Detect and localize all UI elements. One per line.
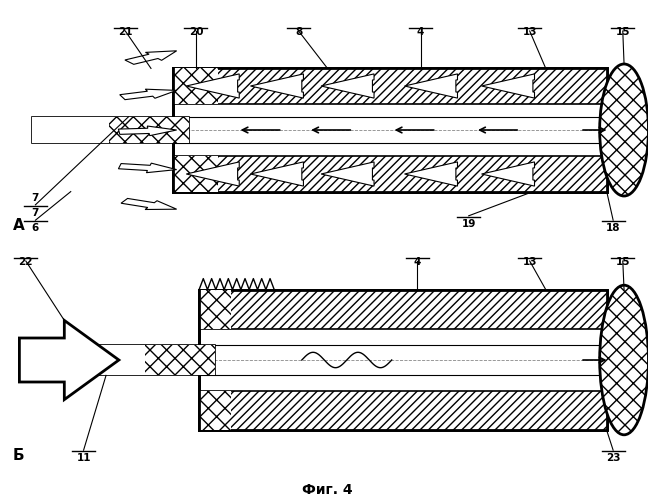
Text: 15: 15 (616, 26, 630, 36)
Bar (174, 68, 607, 104)
Polygon shape (119, 163, 177, 172)
Bar (199, 290, 607, 430)
Bar (199, 391, 607, 430)
Bar (174, 68, 607, 192)
Text: 4: 4 (417, 26, 424, 36)
Bar (199, 290, 231, 329)
Polygon shape (321, 74, 374, 98)
Bar (55, 344, 145, 376)
Text: A: A (13, 218, 25, 234)
Polygon shape (321, 162, 374, 186)
Polygon shape (120, 89, 177, 100)
Text: Б: Б (13, 448, 25, 464)
Text: 8: 8 (295, 26, 302, 36)
Bar (199, 344, 607, 376)
Text: 11: 11 (77, 454, 91, 464)
Polygon shape (119, 126, 177, 136)
Bar (174, 117, 607, 143)
Bar (32, 117, 109, 143)
Text: 13: 13 (523, 256, 537, 266)
Polygon shape (125, 51, 177, 64)
Text: 20: 20 (189, 26, 203, 36)
Text: 15: 15 (616, 256, 630, 266)
Ellipse shape (600, 285, 648, 435)
Text: 22: 22 (18, 256, 33, 266)
Bar (199, 290, 607, 329)
Polygon shape (405, 162, 457, 186)
Text: 4: 4 (414, 256, 421, 266)
Polygon shape (186, 162, 239, 186)
Text: Фиг. 4: Фиг. 4 (302, 484, 353, 498)
Polygon shape (405, 74, 457, 98)
Bar (199, 290, 607, 430)
Polygon shape (250, 162, 303, 186)
Polygon shape (481, 162, 534, 186)
Bar (32, 117, 189, 143)
Bar (174, 156, 607, 192)
Text: 18: 18 (606, 224, 620, 234)
Bar (174, 68, 607, 192)
Text: 6: 6 (32, 224, 39, 234)
Bar (199, 391, 231, 430)
Polygon shape (250, 74, 303, 98)
Polygon shape (481, 74, 534, 98)
Text: 7: 7 (31, 208, 39, 218)
Text: 23: 23 (606, 454, 620, 464)
Text: 19: 19 (462, 219, 476, 229)
Bar (109, 117, 189, 143)
Text: 21: 21 (118, 26, 132, 36)
Bar (145, 344, 215, 376)
Polygon shape (20, 320, 119, 400)
Bar (174, 156, 218, 192)
Text: 13: 13 (523, 26, 537, 36)
Ellipse shape (600, 64, 648, 196)
Polygon shape (121, 198, 177, 209)
Bar (55, 344, 215, 376)
Text: 7: 7 (31, 192, 39, 202)
Polygon shape (186, 74, 239, 98)
Bar (174, 68, 218, 104)
